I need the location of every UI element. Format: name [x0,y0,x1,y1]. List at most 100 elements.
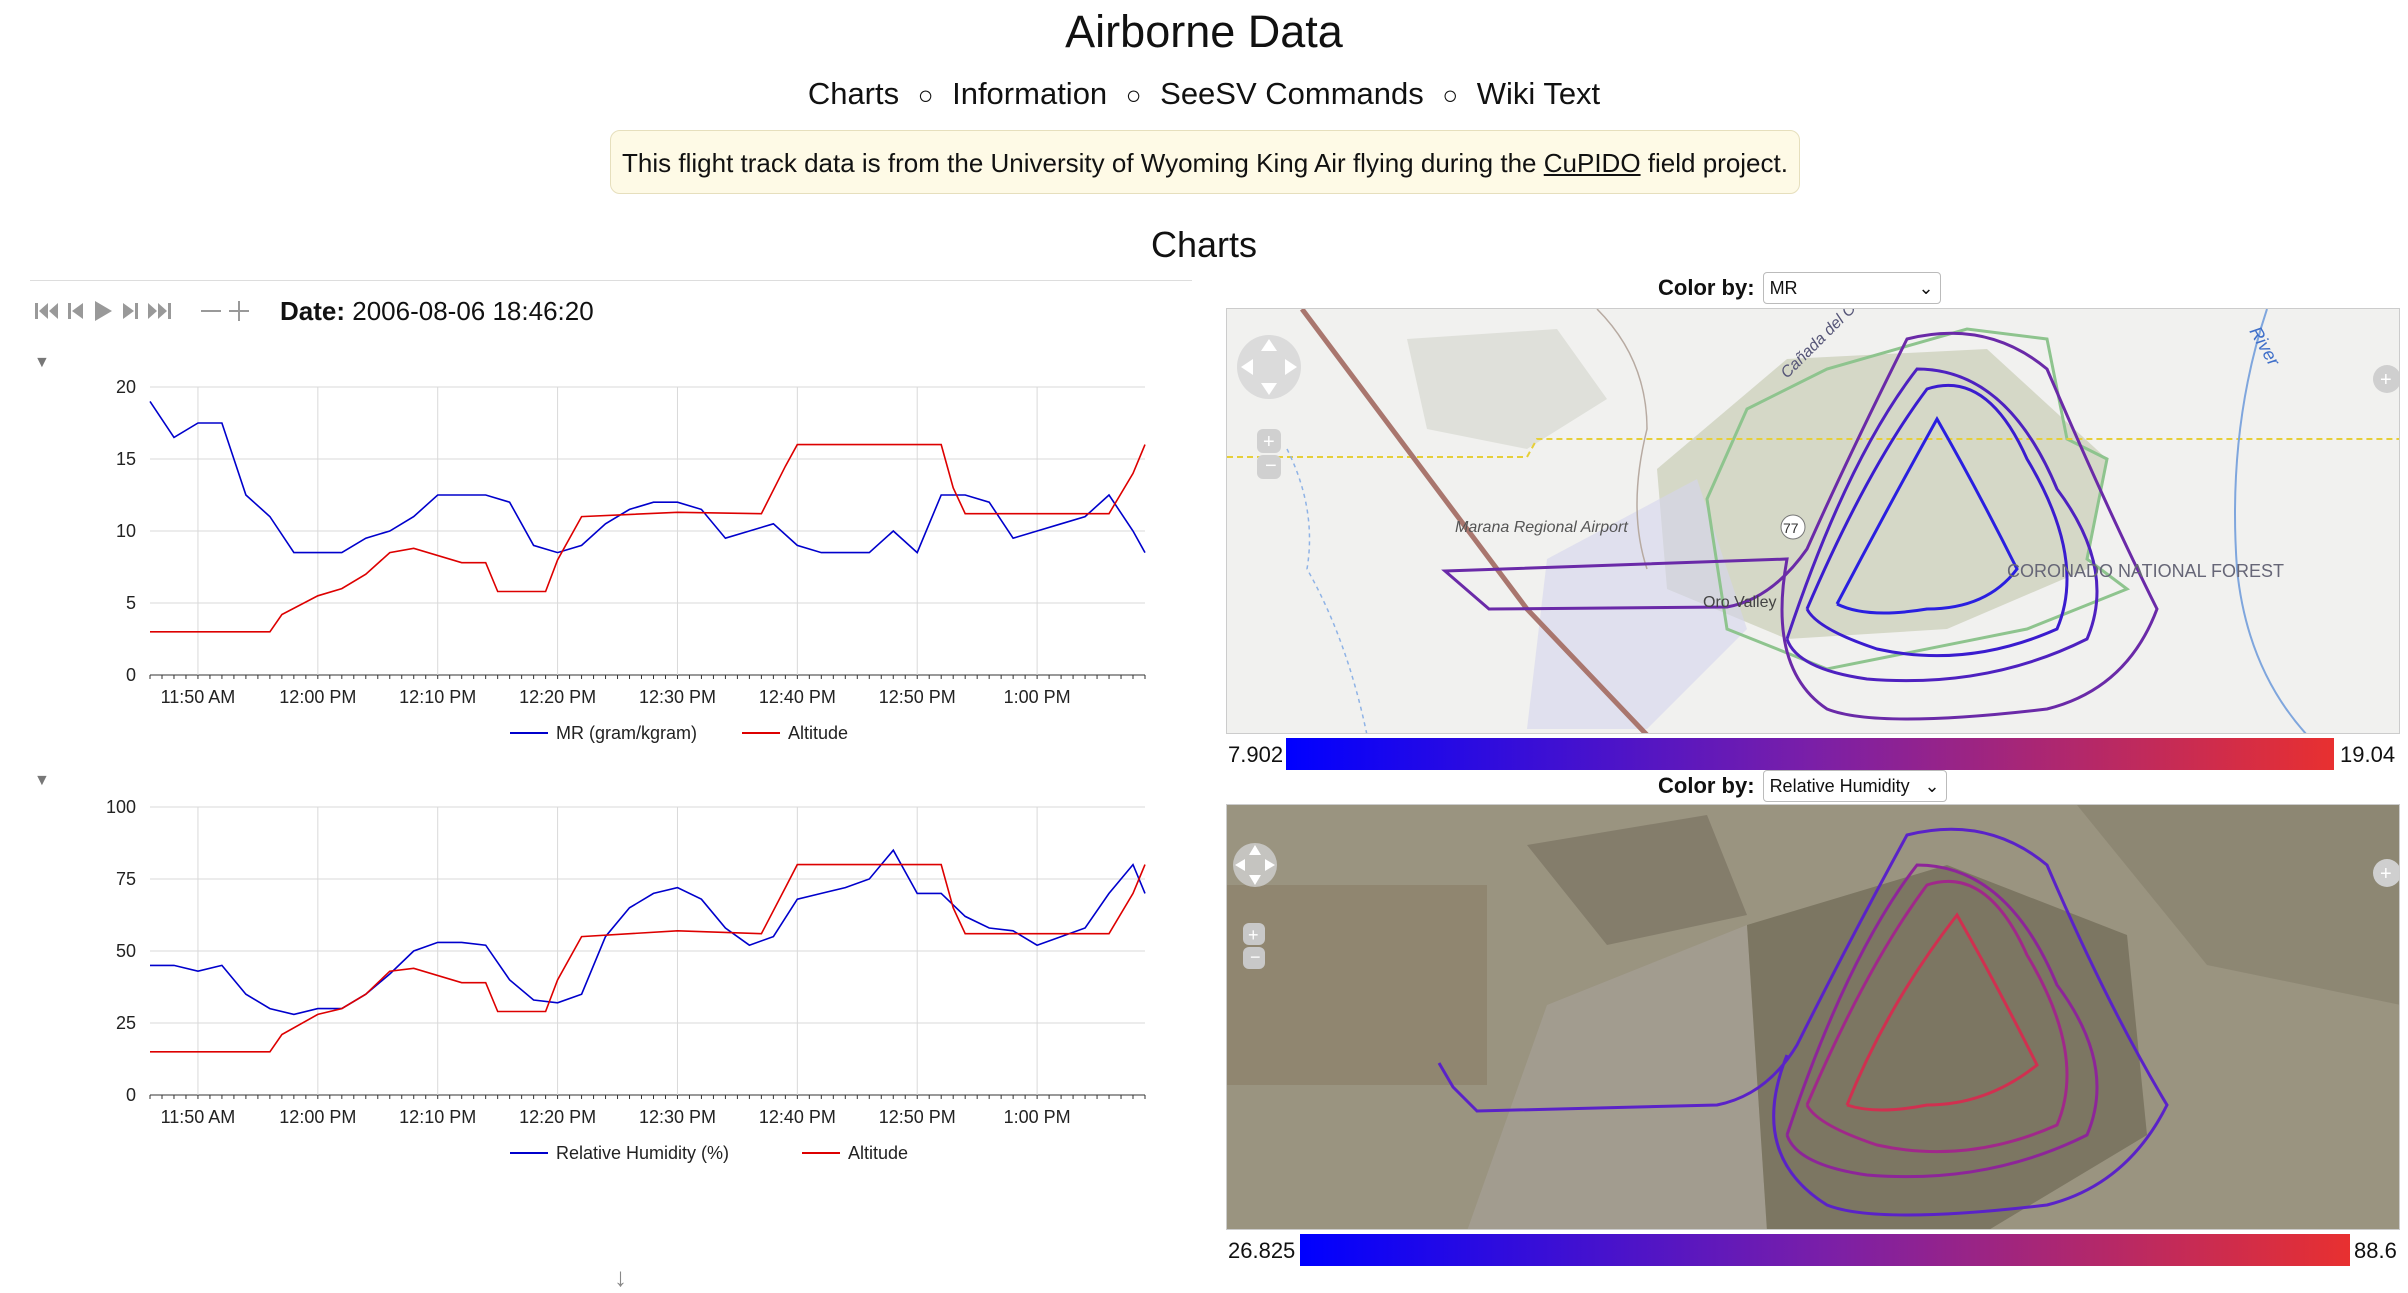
x-tick-label: 12:40 PM [759,687,836,707]
svg-text:+: + [1263,431,1275,453]
zoom-out-icon[interactable] [200,300,222,322]
map-zoom-in-icon[interactable]: + [1243,923,1265,945]
river [2234,309,2307,733]
x-tick-label: 12:20 PM [519,1107,596,1127]
y-tick-label: 0 [126,665,136,685]
mountain-terrain [1527,815,1747,945]
collapse-chart-2-icon[interactable]: ▼ [34,772,50,789]
skip-to-end-icon[interactable] [146,300,174,322]
satellite-map-canvas: + − + [1227,805,2400,1229]
y-tick-label: 20 [116,377,136,397]
flight-track-middle [1805,879,2069,1154]
play-icon[interactable] [92,299,114,323]
section-title: Charts [1150,224,1258,265]
nav-link-wiki-text[interactable]: Wiki Text [1476,76,1601,111]
map-2-color-scale [1300,1234,2350,1266]
y-tick-label: 75 [116,869,136,889]
legend-label: Altitude [848,1143,908,1163]
x-tick-label: 11:50 AM [161,687,236,707]
series-line [150,443,1146,633]
skip-to-start-icon[interactable] [34,300,60,322]
x-tick-label: 12:10 PM [399,1107,476,1127]
flight-track-loop [1785,863,2099,1179]
map-layer-switcher-icon[interactable]: + [2373,365,2400,393]
terrain-map[interactable]: Marana Regional Airport Oro Valley CORON… [1226,308,2400,734]
rh-altitude-chart: 0 25 50 75 100 11:50 AM 12:00 PM 12:10 PM 12:20 … [106,797,1146,1163]
series-line [150,863,1146,1053]
notice-text-prefix: This flight track data is from the Unive… [622,148,1537,178]
flight-track-loop [1785,367,2099,683]
color-by-select[interactable]: Relative Humidity ⌄ [1762,770,1947,802]
y-tick-label: 10 [116,521,136,541]
nav-separator: ○ [917,80,934,110]
date-label: Date: [280,296,346,326]
mountain-terrain [1657,349,2107,639]
x-tick-label: 12:30 PM [639,1107,716,1127]
map-2-scale-max: 88.6 [2354,1238,2397,1263]
collapse-chart-1-icon[interactable]: ▼ [34,354,50,371]
map-2-scale-min: 26.825 [1228,1238,1296,1263]
svg-text:−: − [1250,947,1261,967]
flight-track-inner [1835,415,2019,615]
top-nav: Charts ○ Information ○ SeeSV Commands ○ … [0,76,2408,112]
series-line [149,400,1146,554]
chevron-down-icon: ⌄ [1924,776,1940,796]
nav-separator: ○ [1125,80,1142,110]
nav-link-charts[interactable]: Charts [807,76,900,111]
x-tick-label: 12:00 PM [279,1107,356,1127]
y-tick-label: 0 [126,1085,136,1105]
svg-text:+: + [2380,863,2392,885]
current-date: Date: 2006-08-06 18:46:20 [280,294,594,328]
legend-label: Altitude [788,723,848,743]
chart-plot-area: 0 5 10 15 20 11:50 AM 12:00 PM 12:10 PM 12:20 PM… [116,377,1146,743]
notice-text-suffix: field project. [1647,148,1788,178]
scroll-down-arrow-icon[interactable]: ↓ [614,1262,627,1292]
color-by-select[interactable]: MR ⌄ [1762,272,1941,304]
mountain-terrain [1747,865,2147,1229]
chevron-down-icon: ⌄ [1918,278,1934,298]
x-tick-label: 12:30 PM [639,687,716,707]
map-zoom-out-icon[interactable]: − [1243,947,1265,969]
x-tick-label: 12:10 PM [399,687,476,707]
y-tick-label: 25 [116,1013,136,1033]
nav-link-information[interactable]: Information [952,76,1108,111]
satellite-map[interactable]: + − + [1226,804,2400,1230]
x-tick-label: 12:50 PM [879,687,956,707]
series-line [150,848,1146,1016]
nav-link-seesv-commands[interactable]: SeeSV Commands [1160,76,1424,111]
highway [1300,309,1649,733]
y-tick-label: 50 [116,941,136,961]
zoom-in-icon[interactable] [228,300,250,322]
hill-terrain [1407,329,1607,449]
step-back-icon[interactable] [66,300,86,322]
map-zoom-out-icon[interactable]: − [1257,455,1281,479]
color-by-control-2: Color by: Relative Humidity ⌄ [1658,770,1947,802]
svg-text:−: − [1265,455,1277,477]
x-tick-label: 12:20 PM [519,687,596,707]
flight-track-inner [1845,912,2039,1112]
map-label-forest: CORONADO NATIONAL FOREST [2007,561,2284,581]
playback-controls [34,294,250,328]
cupido-link[interactable]: CuPIDO [1543,148,1641,178]
color-by-label: Color by: [1658,773,1755,798]
selected-option: MR [1769,278,1798,298]
flight-track-middle [1805,383,2069,658]
map-zoom-in-icon[interactable]: + [1257,429,1281,453]
route-shield [1780,514,1806,540]
map-label-oro-valley: Oro Valley [1703,594,1777,611]
svg-text:+: + [2380,369,2392,391]
flight-track-outer [1437,827,2169,1217]
x-tick-label: 1:00 PM [1004,687,1071,707]
route-number: 77 [1783,520,1799,536]
x-tick-label: 12:00 PM [279,687,356,707]
map-pan-control[interactable] [1237,335,1301,399]
map-layer-switcher-icon[interactable]: + [2373,859,2400,887]
legend-label: MR (gram/kgram) [556,723,697,743]
color-by-control-1: Color by: MR ⌄ [1658,272,1941,304]
map-pan-control[interactable] [1233,843,1277,887]
road [1596,309,1648,570]
selected-option: Relative Humidity [1769,776,1910,796]
step-forward-icon[interactable] [120,300,140,322]
x-tick-label: 1:00 PM [1004,1107,1071,1127]
map-label-airport: Marana Regional Airport [1455,519,1628,536]
